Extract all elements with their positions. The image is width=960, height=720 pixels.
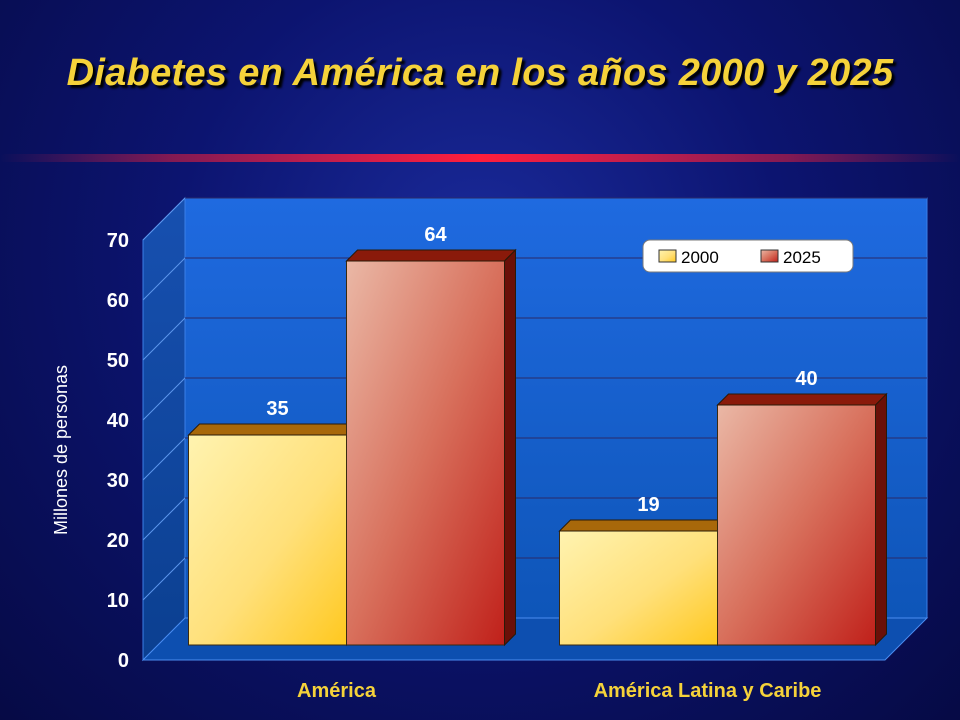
bar-top bbox=[716, 393, 888, 406]
bar-front bbox=[188, 434, 347, 646]
bar-side bbox=[875, 392, 887, 647]
gridline-side bbox=[142, 557, 186, 601]
category-label: América Latina y Caribe bbox=[594, 680, 822, 702]
y-tick-label: 30 bbox=[107, 470, 129, 492]
y-tick-label: 20 bbox=[107, 530, 129, 552]
bar-top bbox=[345, 249, 517, 262]
gridline-side bbox=[142, 317, 186, 361]
category-labels: América América Latina y Caribe bbox=[297, 680, 821, 702]
data-label: 35 bbox=[266, 398, 288, 420]
bar-front bbox=[717, 404, 876, 646]
bar-top bbox=[187, 423, 359, 436]
legend-box bbox=[642, 239, 854, 273]
gridline-side bbox=[142, 197, 186, 241]
bar-side bbox=[504, 248, 516, 647]
gridline-side bbox=[142, 257, 186, 301]
y-tick-label: 0 bbox=[118, 650, 129, 672]
y-tick-label: 40 bbox=[107, 410, 129, 432]
y-axis-label: Millones de personas bbox=[51, 365, 71, 535]
gridline-side bbox=[142, 497, 186, 541]
bar-front bbox=[559, 530, 718, 646]
data-labels: 35 64 19 40 bbox=[266, 224, 817, 516]
legend-entry: 2000 bbox=[681, 248, 719, 267]
y-tick-label: 10 bbox=[107, 590, 129, 612]
gridline-side bbox=[142, 377, 186, 421]
data-label: 19 bbox=[637, 494, 659, 516]
bars bbox=[187, 248, 888, 647]
y-tick-labels: 0 10 20 30 40 50 60 70 bbox=[107, 230, 129, 672]
bar-front bbox=[346, 260, 505, 646]
category-label: América bbox=[297, 680, 377, 702]
bar-top bbox=[558, 519, 730, 532]
legend-swatch bbox=[658, 249, 677, 263]
side-wall bbox=[142, 196, 186, 662]
legend: 2000 2025 bbox=[642, 239, 854, 273]
y-tick-label: 50 bbox=[107, 350, 129, 372]
legend-swatch bbox=[760, 249, 779, 263]
data-label: 64 bbox=[424, 224, 447, 246]
data-label: 40 bbox=[795, 368, 817, 390]
y-tick-label: 70 bbox=[107, 230, 129, 252]
title-divider bbox=[0, 154, 960, 162]
y-tick-label: 60 bbox=[107, 290, 129, 312]
legend-entry: 2025 bbox=[783, 248, 821, 267]
slide-title: Diabetes en América en los años 2000 y 2… bbox=[66, 52, 894, 94]
gridline-side bbox=[142, 437, 186, 481]
